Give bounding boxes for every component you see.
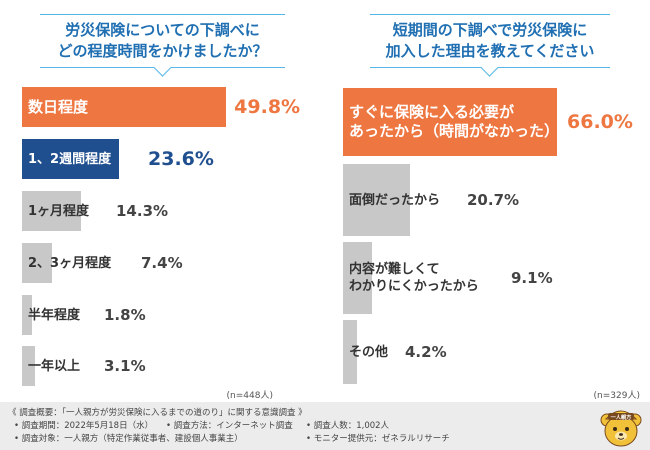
bar-value-0-4: 1.8% [104, 305, 146, 324]
bar-value-0-1: 23.6% [148, 147, 214, 170]
bar-label-0-4: 半年程度 [28, 307, 81, 323]
bar-0-0 [22, 87, 227, 127]
bar-value-1-3: 4.2% [405, 342, 447, 361]
right-chart-panel: 短期間の下調べで労災保険に 加入した理由を教えてください すぐに保険に入る必要が… [325, 0, 650, 402]
left-chart-title-line-2: どの程度時間をかけましたか？ [57, 42, 268, 60]
left-chart-panel: 労災保険についての下調べに どの程度時間をかけましたか？ 数日程度 49.8% 1、… [0, 0, 325, 402]
survey-footer: 《 調査概要：「一人親方が労災保険に入るまでの道のり」に関する意識調査 》 • … [0, 402, 650, 450]
survey-period: • 調査期間：2022年5月18日（水） [14, 421, 154, 431]
bar-value-0-2: 14.3% [116, 201, 169, 220]
survey-count: • 調査人数：1,002人 [306, 421, 390, 431]
bar-0-4 [22, 295, 32, 335]
bar-0-1 [22, 139, 119, 179]
bar-label-0-2: 1ヶ月程度 [28, 203, 90, 219]
bar-1-1 [343, 164, 411, 236]
survey-target: • 調査対象：一人親方（特定作業従事者、建設個人事業主） [14, 434, 243, 444]
bar-value-1-2: 9.1% [511, 268, 553, 287]
bar-label-1-1: 面倒だったから [349, 192, 441, 208]
bar-label-0-5: 一年以上 [28, 358, 81, 374]
bar-value-0-5: 3.1% [104, 356, 146, 375]
bar-label-0-1: 1、2週間程度 [28, 151, 112, 167]
bar-value-0-0: 49.8% [234, 95, 301, 118]
right-sample-size: (n=329人) [593, 391, 640, 401]
bar-label-1-2: 内容が難しくて わかりにくかったから [349, 262, 479, 294]
bar-value-0-3: 7.4% [141, 253, 183, 272]
bar-1-0 [343, 88, 557, 156]
right-chart-title: 短期間の下調べで労災保険に 加入した理由を教えてください [370, 14, 610, 77]
bar-0-5 [22, 346, 35, 386]
bar-0-3 [22, 243, 53, 283]
bar-label-0-3: 2、3ヶ月程度 [28, 255, 112, 271]
bar-label-1-0: すぐに保険に入る必要が あったから（時間がなかった） [349, 103, 560, 140]
mascot-badge-text: 一人親方 [611, 413, 632, 421]
bar-1-2 [343, 242, 373, 314]
bar-label-0-0: 数日程度 [28, 97, 89, 116]
right-chart-title-line-1: 短期間の下調べで労災保険に [392, 21, 588, 39]
left-sample-size: (n=448人) [226, 391, 273, 401]
left-chart-title: 労災保険についての下調べに どの程度時間をかけましたか？ [40, 14, 285, 77]
right-chart-title-line-2: 加入した理由を教えてください [385, 42, 595, 60]
survey-heading: 《 調査概要：「一人親方が労災保険に入るまでの道のり」に関する意識調査 》 [8, 408, 307, 418]
bar-label-1-3: その他 [349, 344, 389, 360]
bar-value-1-1: 20.7% [467, 190, 520, 209]
bar-value-1-0: 66.0% [567, 110, 633, 133]
survey-method: • 調査方法：インターネット調査 [166, 421, 293, 431]
bar-0-2 [22, 191, 81, 231]
bar-1-3 [343, 320, 357, 384]
bear-mascot-icon: 一人親方 [600, 410, 642, 447]
left-chart-title-line-1: 労災保険についての下調べに [65, 21, 260, 39]
survey-provider: • モニター提供元：ゼネラルリサーチ [306, 434, 450, 444]
